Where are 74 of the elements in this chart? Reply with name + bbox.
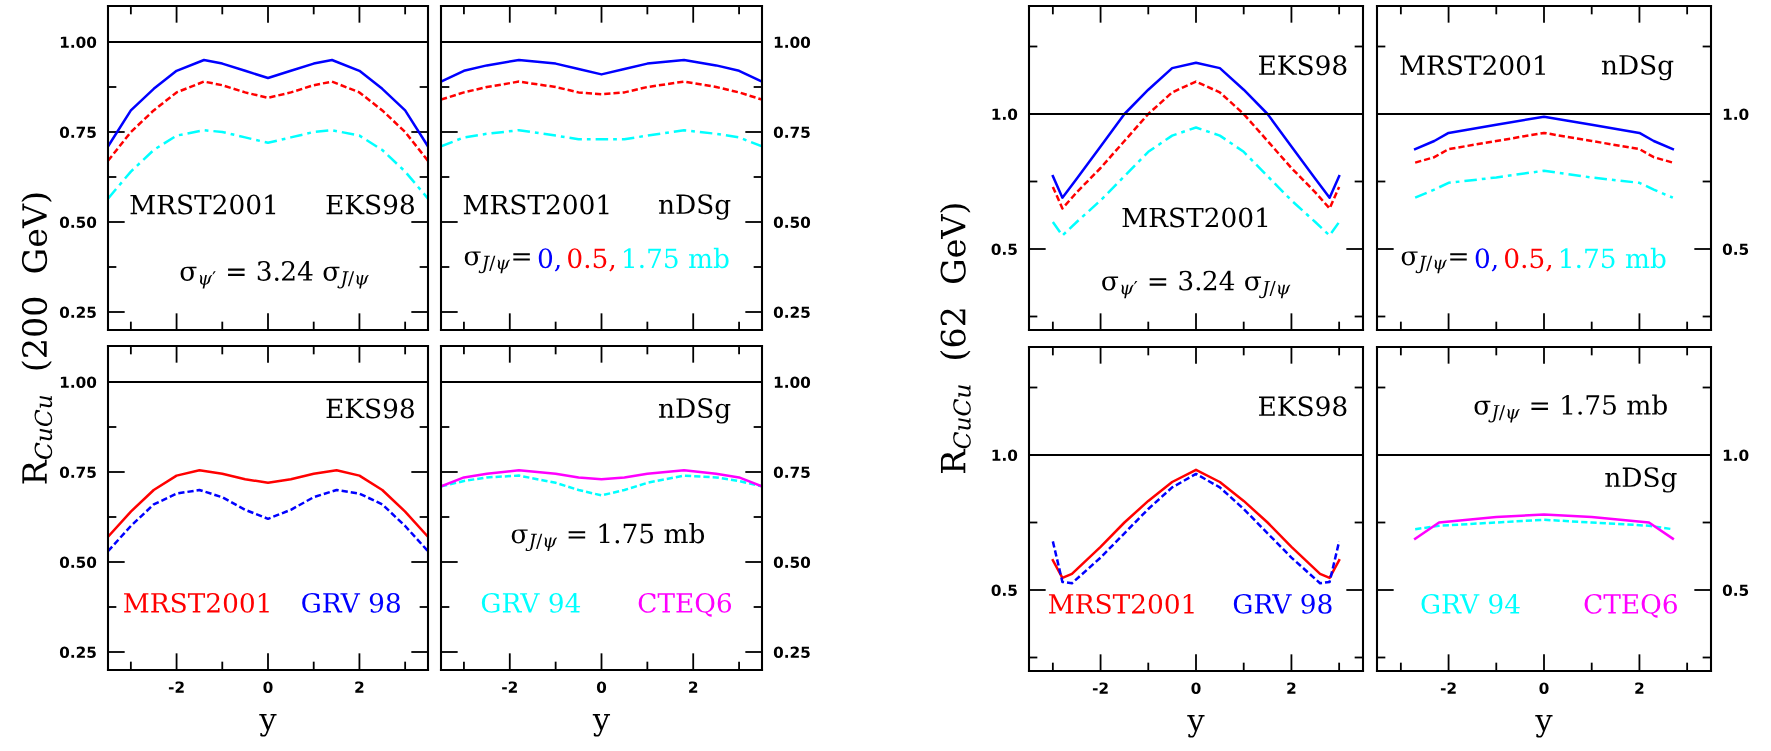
annotation: σ$_{J/ψ}$ = 1.75 mb [511,523,705,552]
x-tick-label: 2 [689,681,698,693]
annotation: nDSg [658,398,731,424]
x-tick-label: 2 [1635,682,1644,694]
y-tick-label: 0.75 [59,466,96,479]
y-tick-label: 1.0 [1723,449,1749,462]
legend-title: σ$_{J/ψ}$= [1401,251,1467,274]
y-tick-label: 0.50 [59,556,97,569]
x-tick-label: 2 [355,681,364,693]
y-tick-label: 0.5 [991,243,1017,256]
annotation: σ$_{ψ′}$ = 3.24 σ$_{J/ψ}$ [1102,270,1291,299]
text: GRV 94 [1421,593,1520,614]
text: MRST2001 [124,592,269,613]
annotation: σ$_{J/ψ}$ = 1.75 mb [1474,394,1667,423]
y-tick-label: 1.0 [1723,108,1749,121]
x-axis-title: y [592,713,611,737]
annotation: nDSg [658,194,731,220]
y-tick-label: 0.5 [1722,243,1749,256]
x-tick-label: -2 [1440,682,1456,694]
annotation: MRST2001 [1400,55,1545,76]
x-axis-title: y [1535,714,1553,738]
annotation: nDSg [1601,54,1674,81]
series-label: MRST2001 [1048,593,1194,614]
text: GRV 94 [481,592,581,613]
annotation: EKS98 [326,194,414,215]
y-tick-label: 0.25 [59,646,96,659]
text: 0.5, [1505,248,1552,272]
text: 0, [1475,248,1497,272]
text: CTEQ6 [1584,593,1677,618]
y-tick-label: 0.5 [1722,584,1749,597]
x-tick-label: 0 [1191,682,1201,694]
x-tick-label: 0 [1539,682,1549,694]
y-tick-label: 1.0 [992,449,1018,462]
legend-title: σ$_{J/ψ}$= [464,251,530,274]
text: CTEQ6 [638,592,732,617]
y-tick-label: 0.50 [59,216,97,229]
x-tick-label: -2 [168,681,184,693]
x-axis-title: y [1187,714,1205,738]
y-axis-title: R$_{CuCu}$ (62 GeV) [939,204,971,473]
y-tick-label: 1.00 [774,36,811,49]
y-tick-label: 0.75 [773,126,810,139]
annotation: MRST2001 [1122,207,1268,228]
x-tick-label: 0 [596,681,607,693]
annotation: MRST2001 [130,194,276,215]
text: 0, [538,248,560,272]
x-tick-label: -2 [1092,682,1108,694]
text: 0.5, [568,248,615,272]
y-tick-label: 1.00 [60,376,97,389]
y-tick-label: 1.00 [774,376,811,389]
annotation: EKS98 [1259,396,1347,417]
annotation: EKS98 [326,398,414,419]
y-tick-label: 0.75 [773,466,810,479]
series-label: GRV 98 [302,592,400,613]
annotation: EKS98 [1259,55,1347,76]
x-tick-label: 2 [1287,682,1296,694]
y-tick-label: 0.50 [773,216,811,229]
text: 1.75 mb [624,247,729,269]
series-label: 1.75 mb [1561,247,1666,269]
y-tick-label: 0.50 [773,556,811,569]
annotation: nDSg [1605,467,1677,493]
y-tick-label: 0.25 [773,646,810,659]
series-label: GRV 98 [1233,593,1332,614]
annotation: σ$_{ψ′}$ = 3.24 σ$_{J/ψ}$ [180,260,369,289]
annotation: MRST2001 [463,194,609,215]
y-tick-label: 0.25 [59,306,96,319]
y-axis-title: R$_{CuCu}$ (200 GeV) [21,193,53,484]
x-tick-label: -2 [502,681,517,693]
x-axis-title: y [259,713,277,737]
y-tick-label: 1.00 [60,36,97,49]
y-tick-label: 0.25 [773,306,810,319]
y-tick-label: 0.5 [991,584,1017,597]
x-tick-label: 0 [263,681,273,693]
y-tick-label: 1.0 [992,108,1018,121]
y-tick-label: 0.75 [59,126,96,139]
